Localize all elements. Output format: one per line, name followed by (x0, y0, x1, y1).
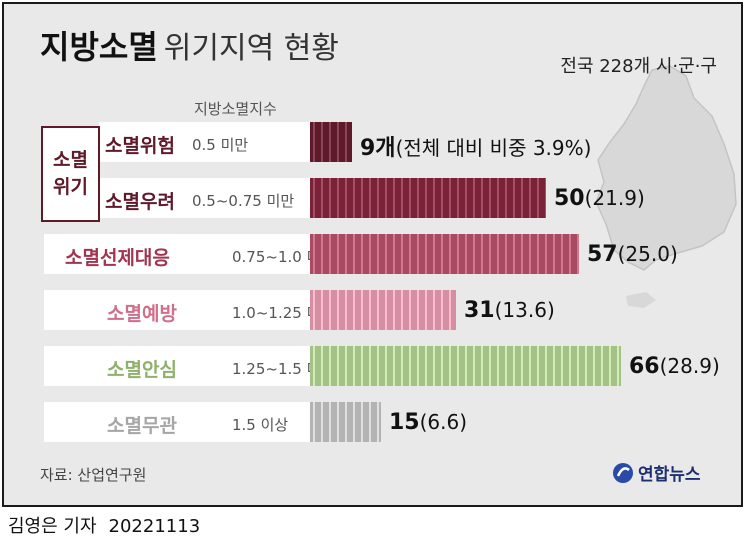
index-range-label: 0.5~0.75 미만 (192, 192, 295, 210)
bar-percent: (21.9) (584, 186, 645, 210)
category-label: 소멸안심 (107, 359, 177, 381)
bar-value: 66 (629, 354, 660, 379)
bar-value-label: 9개(전체 대비 비중 3.9%) (360, 130, 591, 162)
bar-percent: (전체 대비 비중 3.9%) (395, 136, 592, 160)
index-range-label: 0.75~1.0 미만 (232, 248, 335, 266)
bar-value: 15 (389, 410, 420, 435)
bar-percent: (13.6) (494, 298, 555, 322)
bar (310, 122, 352, 162)
crisis-group-label: 소멸 위기 (41, 126, 100, 222)
bar-percent: (6.6) (419, 410, 468, 434)
bar-percent: (28.9) (659, 354, 720, 378)
bar-value-label: 31(13.6) (464, 298, 555, 323)
bar-value-label: 50(21.9) (554, 186, 645, 211)
category-label: 소멸위험 (105, 135, 175, 157)
bar (310, 234, 579, 274)
crisis-group-label-line1: 소멸 (53, 149, 88, 171)
category-label: 소멸무관 (107, 415, 177, 437)
bar-value-label: 15(6.6) (389, 410, 467, 435)
logo-text: 연합뉴스 (638, 465, 701, 485)
crisis-group-label-line2: 위기 (53, 176, 88, 198)
bar (310, 346, 621, 386)
bar (310, 290, 456, 330)
chart-subtitle: 전국 228개 시·군·구 (560, 56, 717, 77)
row-label-panel: 소멸무관 1.5 이상 (44, 402, 310, 442)
row-label-panel: 소멸위험 0.5 미만 (99, 122, 310, 162)
category-label: 소멸우려 (105, 191, 175, 213)
bar-value: 50 (554, 186, 585, 211)
bar-value: 9개 (360, 136, 396, 161)
index-range-label: 1.25~1.5 미만 (232, 360, 335, 378)
row-label-panel: 소멸우려 0.5~0.75 미만 (99, 178, 310, 218)
bar (310, 178, 546, 218)
category-label: 소멸예방 (107, 303, 177, 325)
row-label-panel: 소멸예방 1.0~1.25 미만 (44, 290, 334, 330)
row-label-panel: 소멸안심 1.25~1.5 미만 (44, 346, 334, 386)
title-light: 위기지역 현황 (163, 31, 339, 66)
title-bold: 지방소멸 (40, 28, 158, 66)
bar-value-label: 66(28.9) (629, 354, 720, 379)
column-header: 지방소멸지수 (194, 100, 277, 118)
yonhap-logo-icon (613, 462, 633, 483)
footer-credit: 김영은 기자 20221113 (8, 512, 200, 538)
category-label: 소멸선제대응 (65, 247, 170, 269)
index-range-label: 1.0~1.25 미만 (232, 304, 335, 322)
chart-title: 지방소멸 위기지역 현황 (40, 22, 339, 68)
yonhap-logo: 연합뉴스 (612, 460, 701, 485)
byline: 김영은 기자 (8, 516, 97, 537)
index-range-label: 1.5 이상 (232, 416, 289, 434)
bar-value-label: 57(25.0) (587, 242, 678, 267)
bar-value: 57 (587, 242, 618, 267)
bar-value: 31 (464, 298, 495, 323)
row-label-panel: 소멸선제대응 0.75~1.0 미만 (44, 234, 334, 274)
publish-date: 20221113 (108, 516, 201, 537)
bar-percent: (25.0) (617, 242, 678, 266)
bar (310, 402, 381, 442)
korea-map-silhouette (595, 65, 737, 308)
infographic-frame: 지방소멸 위기지역 현황 전국 228개 시·군·구 지방소멸지수 소멸위험 0.5… (2, 2, 743, 507)
index-range-label: 0.5 미만 (192, 136, 249, 154)
source-note: 자료: 산업연구원 (40, 466, 147, 484)
